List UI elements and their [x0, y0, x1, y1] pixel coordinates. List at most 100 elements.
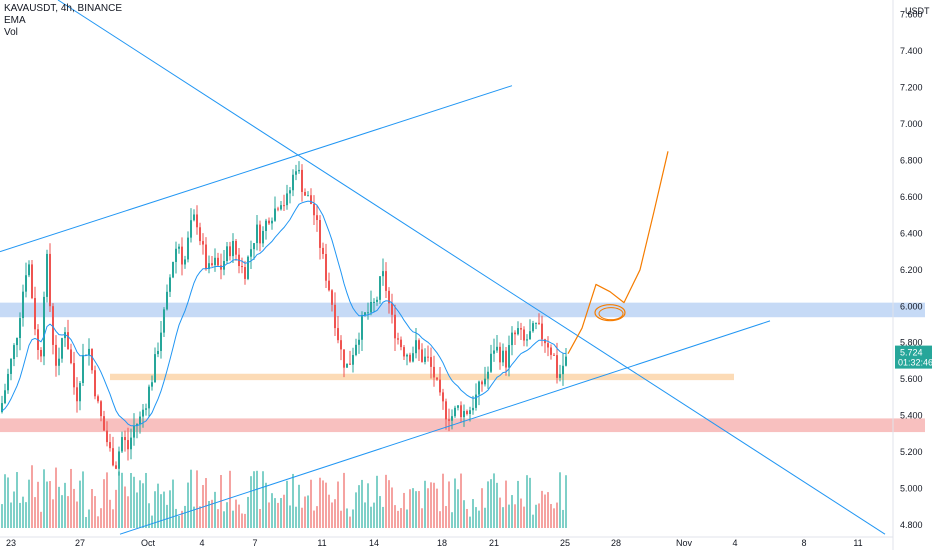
candle-body	[355, 344, 357, 356]
candle-body	[133, 425, 135, 438]
volume-bar	[121, 472, 123, 528]
volume-bar	[31, 465, 33, 528]
price-unit: USDT	[905, 6, 930, 16]
candle-body	[307, 195, 309, 197]
volume-bar	[484, 507, 486, 528]
candle-body	[304, 191, 306, 196]
candle-body	[517, 328, 519, 335]
candle-body	[181, 246, 183, 265]
candle-body	[82, 355, 84, 384]
candle-body	[46, 253, 48, 297]
volume-bar	[553, 508, 555, 528]
price-tick-label: 5.800	[900, 338, 923, 348]
volume-bar	[19, 502, 21, 528]
volume-bar	[373, 502, 375, 528]
candle-body	[115, 465, 117, 469]
candle-body	[331, 290, 333, 305]
candle-body	[262, 230, 264, 244]
candle-body	[358, 339, 360, 345]
candle-body	[16, 338, 18, 346]
volume-bar	[190, 469, 192, 528]
volume-bar	[472, 499, 474, 528]
candle-body	[493, 350, 495, 354]
volume-bar	[499, 497, 501, 528]
time-axis[interactable]: 23 27 Oct 4 7 11 14 18 21 25 28 Nov 4 8 11	[0, 536, 893, 548]
candle-body	[442, 392, 444, 402]
volume-bar	[550, 504, 552, 528]
candle-body	[505, 350, 507, 368]
time-tick-label: 27	[75, 538, 85, 548]
candle-body	[349, 363, 351, 365]
volume-bar	[280, 498, 282, 528]
candle-body	[490, 353, 492, 372]
candle-body	[538, 322, 540, 324]
volume-bar	[496, 482, 498, 528]
support-resistance-zones	[0, 302, 925, 433]
last-price-tag	[895, 345, 932, 369]
candle-body	[346, 363, 348, 368]
time-tick-label: 4	[732, 538, 737, 548]
volume-bar	[268, 502, 270, 528]
red-zone	[0, 418, 925, 433]
volume-bar	[367, 483, 369, 528]
volume-bar	[502, 507, 504, 528]
candle-body	[511, 332, 513, 346]
volume-bar	[88, 509, 90, 528]
candle-body	[445, 401, 447, 420]
volume-indicator-label[interactable]: Vol	[4, 27, 18, 38]
symbol-line[interactable]: KAVAUSDT, 4h, BINANCE	[4, 3, 122, 14]
candle-body	[421, 349, 423, 362]
candle-body	[508, 345, 510, 368]
volume-bar	[346, 508, 348, 528]
volume-bar	[493, 473, 495, 528]
price-tick-label: 5.000	[900, 484, 923, 494]
time-tick-label: 21	[489, 538, 499, 548]
candle-body	[325, 254, 327, 281]
volume-bar	[139, 480, 141, 528]
candle-body	[7, 373, 9, 391]
volume-bar	[13, 491, 15, 528]
candle-body	[565, 356, 567, 366]
volume-bar	[433, 482, 435, 528]
volume-bar	[256, 470, 258, 528]
candle-body	[439, 379, 441, 393]
candle-body	[211, 263, 213, 266]
candle-body	[454, 407, 456, 417]
volume-bar	[217, 509, 219, 528]
volume-bar	[199, 506, 201, 528]
candle-body	[97, 396, 99, 402]
volume-bar	[232, 510, 234, 528]
volume-bar	[157, 483, 159, 528]
candle-body	[244, 267, 246, 279]
volume-bar	[67, 496, 69, 528]
candle-body	[370, 302, 372, 313]
time-tick-label: 4	[199, 538, 204, 548]
volume-bar	[130, 472, 132, 528]
volume-bar	[193, 506, 195, 528]
volume-bar	[142, 483, 144, 528]
volume-bar	[10, 502, 12, 528]
volume-bar	[286, 480, 288, 528]
ema-indicator-label[interactable]: EMA	[4, 15, 26, 26]
volume-bar	[295, 506, 297, 528]
candle-body	[424, 356, 426, 362]
candle-body	[532, 323, 534, 332]
candle-body	[541, 323, 543, 340]
candle-body	[484, 378, 486, 385]
projection-drawing	[567, 151, 669, 354]
volume-bar	[538, 503, 540, 528]
trendlines	[0, 0, 886, 535]
time-tick-label: 28	[611, 538, 621, 548]
volume-bar	[334, 499, 336, 528]
candle-body	[310, 195, 312, 205]
candle-body	[406, 354, 408, 357]
volume-bar	[361, 479, 363, 528]
volume-bar	[229, 470, 231, 528]
projection-path	[567, 151, 669, 354]
candle-body	[241, 266, 243, 268]
price-tick-label: 7.400	[900, 46, 923, 56]
volume-bar	[541, 490, 543, 528]
